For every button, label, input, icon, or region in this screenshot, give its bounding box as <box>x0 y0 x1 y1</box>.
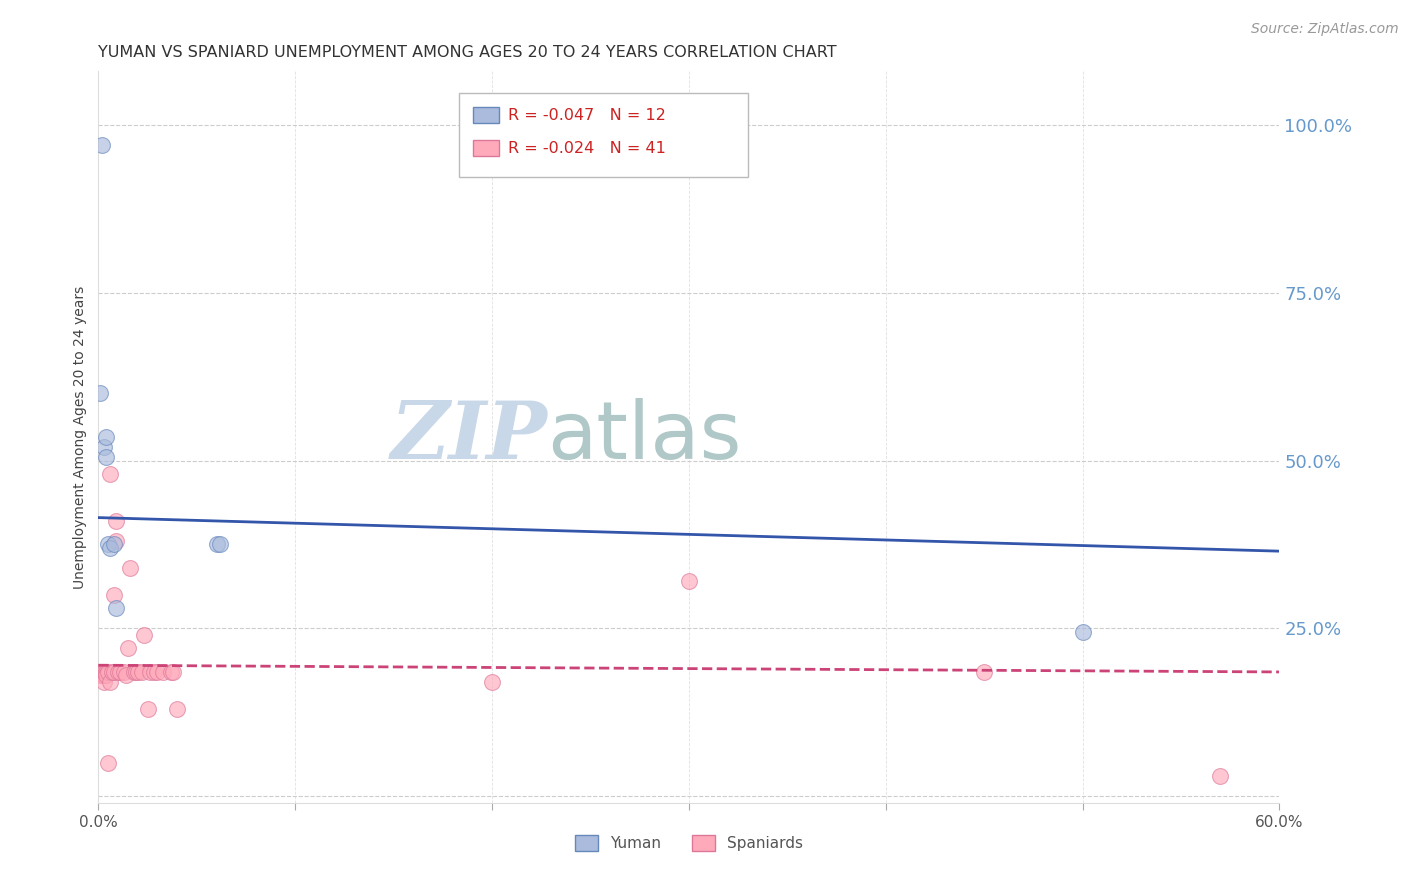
Spaniards <box>166 702 188 716</box>
Spaniards <box>481 675 503 690</box>
Spaniards <box>115 668 138 682</box>
Spaniards <box>103 665 125 679</box>
Spaniards <box>101 665 124 679</box>
Text: atlas: atlas <box>547 398 741 476</box>
Text: R = -0.024   N = 41: R = -0.024 N = 41 <box>508 141 666 156</box>
Yuman <box>1071 624 1094 639</box>
Spaniards <box>132 628 155 642</box>
Text: R = -0.047   N = 12: R = -0.047 N = 12 <box>508 108 666 123</box>
Spaniards <box>107 665 129 679</box>
Spaniards <box>98 675 121 690</box>
Spaniards <box>89 665 111 679</box>
Spaniards <box>89 668 111 682</box>
Yuman <box>97 537 120 551</box>
Spaniards <box>98 467 121 481</box>
Y-axis label: Unemployment Among Ages 20 to 24 years: Unemployment Among Ages 20 to 24 years <box>73 285 87 589</box>
Spaniards <box>152 665 174 679</box>
Spaniards <box>127 665 149 679</box>
Yuman <box>205 537 228 551</box>
Yuman <box>96 450 118 465</box>
Spaniards <box>91 668 114 682</box>
Spaniards <box>125 665 148 679</box>
Yuman <box>103 537 125 551</box>
Spaniards <box>97 756 120 770</box>
Spaniards <box>131 665 153 679</box>
Legend: Yuman, Spaniards: Yuman, Spaniards <box>569 830 808 857</box>
Yuman <box>105 601 128 615</box>
Spaniards <box>117 641 139 656</box>
Spaniards <box>96 665 118 679</box>
Spaniards <box>105 514 128 528</box>
Spaniards <box>91 665 114 679</box>
Spaniards <box>142 665 165 679</box>
Spaniards <box>108 665 131 679</box>
Yuman <box>98 541 121 555</box>
Spaniards <box>136 702 159 716</box>
Spaniards <box>146 665 169 679</box>
Spaniards <box>97 665 120 679</box>
Spaniards <box>138 665 160 679</box>
Spaniards <box>93 665 115 679</box>
Spaniards <box>93 668 115 682</box>
Spaniards <box>162 665 184 679</box>
Spaniards <box>678 574 700 589</box>
Spaniards <box>973 665 995 679</box>
Spaniards <box>103 588 125 602</box>
Spaniards <box>160 665 183 679</box>
Spaniards <box>118 561 141 575</box>
Yuman <box>89 386 111 401</box>
Yuman <box>91 138 114 153</box>
Spaniards <box>122 665 145 679</box>
Text: ZIP: ZIP <box>391 399 547 475</box>
FancyBboxPatch shape <box>458 94 748 178</box>
Yuman <box>96 430 118 444</box>
FancyBboxPatch shape <box>472 140 499 156</box>
Spaniards <box>112 665 135 679</box>
FancyBboxPatch shape <box>472 107 499 123</box>
Yuman <box>93 440 115 454</box>
Spaniards <box>93 675 115 690</box>
Spaniards <box>105 534 128 549</box>
Spaniards <box>96 668 118 682</box>
Text: Source: ZipAtlas.com: Source: ZipAtlas.com <box>1251 22 1399 37</box>
Yuman <box>209 537 232 551</box>
Spaniards <box>1209 769 1232 783</box>
Text: YUMAN VS SPANIARD UNEMPLOYMENT AMONG AGES 20 TO 24 YEARS CORRELATION CHART: YUMAN VS SPANIARD UNEMPLOYMENT AMONG AGE… <box>98 45 837 61</box>
